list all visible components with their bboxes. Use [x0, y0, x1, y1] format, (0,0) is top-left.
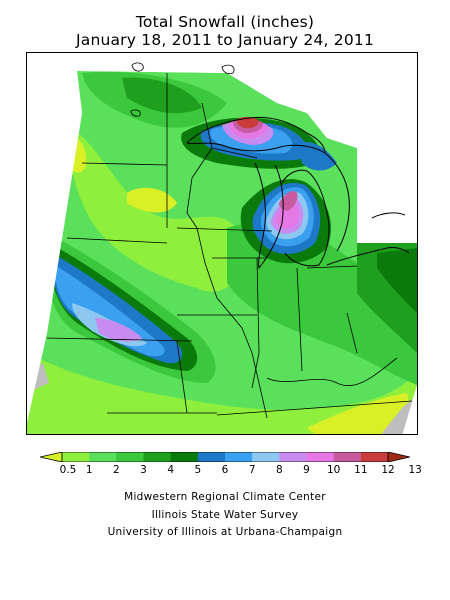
colorbar-cell — [360, 452, 389, 462]
lower-michigan-shore — [281, 169, 330, 267]
colorbar-tick-label: 0.5 — [59, 464, 77, 476]
boundary-mn-wi — [186, 102, 213, 229]
snowfall-map — [26, 52, 418, 435]
colorbar-cell — [225, 452, 253, 462]
boundary-ia-mn — [176, 227, 273, 232]
boundary-oh-wv — [346, 312, 358, 354]
snow-area-10to11-mi — [275, 201, 300, 229]
credits: Midwestern Regional Climate Center Illin… — [0, 489, 450, 542]
credit-line-mrcc: Midwestern Regional Climate Center — [124, 491, 326, 503]
colorbar-left-arrow — [40, 452, 63, 462]
colorbar-cell — [279, 452, 307, 462]
credit-line-isws: Illinois State Water Survey — [151, 508, 299, 521]
lake-michigan-shore — [254, 162, 284, 270]
colorbar-cell — [62, 452, 90, 462]
colorbar-cell — [170, 452, 199, 462]
colorbar-tick-label: 4 — [167, 464, 174, 476]
snow-area-0p5to1-se — [307, 393, 417, 434]
snow-area-6to7-lower-mi — [297, 141, 337, 171]
colorbar-tick-label: 8 — [275, 464, 283, 476]
boundary-ohio-river — [266, 357, 398, 387]
colorbar-tick-label: 9 — [303, 464, 310, 476]
colorbar-cell — [89, 452, 117, 462]
colorbar-tick-label: 2 — [112, 464, 120, 476]
colorbar-right-arrow — [387, 452, 410, 462]
snow-area-7to8-sw — [54, 265, 165, 357]
boundary-ky-tn — [216, 400, 413, 416]
snow-area-0p5to1-mn — [127, 187, 177, 213]
colorbar — [40, 452, 410, 462]
boundary-mi-oh — [306, 265, 358, 269]
lake-superior-shore — [186, 116, 326, 154]
snow-area-4to5-north — [122, 77, 202, 114]
boundary-sd-ne — [66, 237, 168, 244]
snow-area-1to2-south — [27, 353, 417, 434]
boundary-ks-mo — [176, 340, 188, 414]
colorbar-tick-label: 11 — [354, 464, 368, 476]
lake-shorelines — [186, 116, 410, 270]
colorbar-cell — [116, 452, 144, 462]
boundary-il-in — [251, 257, 260, 389]
colorbar-cell — [306, 452, 334, 462]
colorbar-tick-label: 3 — [140, 464, 147, 476]
colorbar-tick-label: 10 — [326, 464, 341, 476]
state-boundaries — [46, 73, 413, 419]
boundary-mississippi — [196, 227, 268, 419]
colorbar-tick-label: 13 — [408, 464, 422, 476]
boundary-ne-ks — [46, 337, 193, 342]
colorbar-cell — [252, 452, 280, 462]
colorbar-cells — [61, 452, 389, 462]
boundary-up-wi — [211, 147, 258, 159]
lake-ontario-shore — [371, 212, 406, 219]
lake-erie-shore — [326, 247, 410, 266]
boundary-nd-sd — [81, 162, 168, 166]
colorbar-tick-label: 1 — [85, 464, 93, 476]
map-date-range: January 18, 2011 to January 24, 2011 — [75, 31, 375, 49]
colorbar-tick-labels: 0.5 1 2 3 4 5 6 7 8 9 10 11 12 13 — [0, 464, 450, 478]
lake-nipigon-outline — [131, 62, 144, 72]
colorbar-tick-label: 12 — [381, 464, 395, 476]
snow-area-9to10-sw — [95, 318, 142, 342]
lake-huron-shore — [324, 152, 350, 252]
boundary-in-oh — [296, 267, 303, 372]
credit-line-uiuc: University of Illinois at Urbana-Champai… — [107, 526, 343, 538]
snow-area-12to13-up — [236, 116, 259, 129]
colorbar-cell — [333, 452, 362, 462]
canada-islands — [130, 62, 235, 117]
colorbar-cell — [197, 452, 226, 462]
rainy-lake-outline — [130, 109, 141, 117]
colorbar-tick-label: 7 — [248, 464, 256, 476]
snow-area-5to6-east — [377, 248, 417, 313]
out-of-domain-mask — [27, 53, 417, 434]
colorbar-tick-label: 6 — [221, 464, 229, 476]
colorbar-tick-label: 5 — [194, 464, 202, 476]
lake-of-the-woods-outline — [221, 64, 235, 75]
snow-area-3to4-central — [227, 223, 417, 385]
map-title: Total Snowfall (inches) — [135, 13, 315, 31]
colorbar-cell — [143, 452, 171, 462]
